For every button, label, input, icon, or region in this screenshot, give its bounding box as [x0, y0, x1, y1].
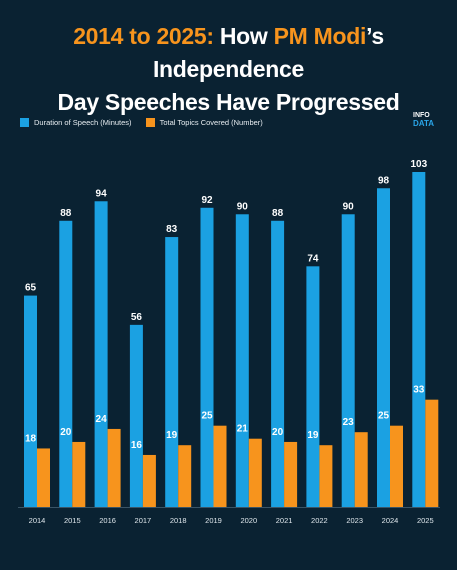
bar-topics-2015: [72, 441, 86, 507]
bar-duration-2025: [412, 172, 426, 507]
bar-duration-2023: [341, 214, 355, 507]
data-label-topics-2025: 33: [413, 385, 425, 396]
x-tick-2015: 2015: [64, 516, 81, 525]
data-label-topics-2020: 21: [237, 424, 249, 435]
bar-duration-2018: [165, 237, 179, 508]
data-label-topics-2016: 24: [96, 414, 108, 425]
data-label-topics-2023: 23: [343, 417, 355, 428]
bar-topics-2016: [107, 428, 121, 507]
x-tick-2014: 2014: [29, 516, 46, 525]
bar-duration-2021: [271, 220, 285, 507]
data-label-duration-2024: 98: [378, 175, 390, 186]
data-label-duration-2017: 56: [131, 312, 143, 323]
legend-label-duration: Duration of Speech (Minutes): [34, 118, 132, 127]
chart-title: 2014 to 2025: How PM Modi’s Independence…: [0, 20, 457, 119]
x-tick-2019: 2019: [205, 516, 222, 525]
bar-topics-2025: [425, 399, 439, 507]
data-label-topics-2019: 25: [201, 411, 213, 422]
data-label-topics-2017: 16: [131, 440, 143, 451]
data-label-duration-2016: 94: [96, 188, 108, 199]
bar-topics-2024: [390, 425, 403, 507]
data-label-topics-2014: 18: [25, 433, 37, 444]
bar-duration-2014: [24, 295, 37, 507]
data-label-topics-2021: 20: [272, 427, 284, 438]
bar-duration-2017: [129, 324, 143, 507]
bar-duration-2016: [94, 201, 108, 507]
bar-topics-2022: [319, 445, 333, 507]
logo-text-info: INFO: [413, 112, 430, 119]
x-tick-2021: 2021: [276, 516, 293, 525]
x-tick-2018: 2018: [170, 516, 187, 525]
x-tick-2016: 2016: [99, 516, 116, 525]
data-label-duration-2018: 83: [166, 224, 178, 235]
title-text-independence: ’s Independence: [152, 23, 384, 82]
data-label-duration-2021: 88: [272, 208, 284, 219]
bar-duration-2019: [200, 207, 214, 507]
data-label-duration-2023: 90: [343, 201, 355, 212]
data-label-duration-2015: 88: [60, 208, 72, 219]
bar-duration-2024: [377, 188, 390, 507]
bar-topics-2019: [213, 425, 227, 507]
bar-topics-2014: [37, 448, 50, 507]
chart-legend: Duration of Speech (Minutes) Total Topic…: [20, 118, 277, 127]
legend-swatch-topics: [145, 118, 155, 127]
legend-label-topics: Total Topics Covered (Number): [159, 118, 263, 127]
bar-topics-2017: [142, 454, 156, 507]
title-accent-name: PM Modi: [273, 23, 367, 49]
legend-swatch-duration: [20, 118, 29, 127]
x-tick-2025: 2025: [417, 516, 434, 525]
bar-topics-2021: [284, 441, 298, 507]
bar-duration-2015: [59, 220, 73, 507]
bar-topics-2023: [354, 432, 368, 507]
title-text-how: How: [213, 23, 274, 49]
bar-topics-2018: [178, 445, 192, 507]
data-label-topics-2015: 20: [60, 427, 72, 438]
data-label-duration-2020: 90: [237, 201, 249, 212]
bar-duration-2022: [306, 266, 320, 507]
infodata-logo: INFO DATA: [413, 112, 441, 136]
x-tick-2022: 2022: [311, 516, 328, 525]
logo-text-data: DATA: [413, 119, 435, 128]
bar-duration-2020: [235, 214, 249, 507]
x-tick-2023: 2023: [346, 516, 363, 525]
data-label-duration-2019: 92: [201, 195, 213, 206]
title-line2: Day Speeches Have Progressed: [57, 89, 400, 115]
x-tick-2024: 2024: [382, 516, 399, 525]
x-tick-2017: 2017: [135, 516, 152, 525]
data-label-topics-2018: 19: [166, 430, 178, 441]
data-label-duration-2014: 65: [25, 283, 37, 294]
title-accent-years: 2014 to 2025:: [73, 23, 214, 49]
data-label-duration-2022: 74: [307, 253, 319, 264]
legend-item-duration: Duration of Speech (Minutes): [20, 118, 132, 127]
bar-topics-2020: [248, 438, 262, 507]
data-label-duration-2025: 103: [410, 159, 427, 170]
data-label-topics-2022: 19: [307, 430, 319, 441]
x-tick-2020: 2020: [240, 516, 257, 525]
legend-item-topics: Total Topics Covered (Number): [145, 118, 263, 127]
data-label-topics-2024: 25: [378, 411, 390, 422]
